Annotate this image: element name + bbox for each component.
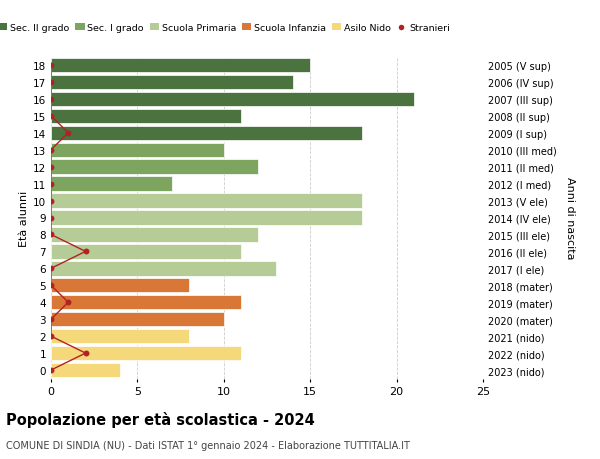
Point <box>46 265 56 273</box>
Point <box>46 79 56 86</box>
Bar <box>51 194 362 208</box>
Text: COMUNE DI SINDIA (NU) - Dati ISTAT 1° gennaio 2024 - Elaborazione TUTTITALIA.IT: COMUNE DI SINDIA (NU) - Dati ISTAT 1° ge… <box>6 440 410 450</box>
Point <box>81 248 91 256</box>
Point <box>81 350 91 357</box>
Point <box>46 367 56 374</box>
Bar <box>51 296 241 310</box>
Bar <box>51 76 293 90</box>
Point <box>46 282 56 289</box>
Bar <box>51 279 189 293</box>
Point <box>46 180 56 188</box>
Point <box>46 163 56 171</box>
Bar <box>51 59 310 73</box>
Bar <box>51 228 259 242</box>
Bar <box>51 211 362 225</box>
Bar <box>51 245 241 259</box>
Bar <box>51 329 189 344</box>
Point <box>64 299 73 306</box>
Bar <box>51 92 414 107</box>
Bar <box>51 177 172 191</box>
Y-axis label: Età alunni: Età alunni <box>19 190 29 246</box>
Point <box>46 197 56 205</box>
Bar <box>51 160 259 174</box>
Bar <box>51 312 224 327</box>
Point <box>46 147 56 154</box>
Bar <box>51 346 241 360</box>
Point <box>46 231 56 239</box>
Point <box>46 113 56 120</box>
Point <box>46 96 56 103</box>
Y-axis label: Anni di nascita: Anni di nascita <box>565 177 575 259</box>
Point <box>46 333 56 340</box>
Text: Popolazione per età scolastica - 2024: Popolazione per età scolastica - 2024 <box>6 411 315 427</box>
Bar <box>51 262 275 276</box>
Bar <box>51 143 224 157</box>
Bar <box>51 109 241 124</box>
Point <box>46 62 56 69</box>
Point <box>46 214 56 222</box>
Point <box>46 316 56 323</box>
Bar <box>51 363 120 377</box>
Legend: Sec. II grado, Sec. I grado, Scuola Primaria, Scuola Infanzia, Asilo Nido, Stran: Sec. II grado, Sec. I grado, Scuola Prim… <box>0 20 454 37</box>
Bar <box>51 126 362 140</box>
Point <box>64 130 73 137</box>
